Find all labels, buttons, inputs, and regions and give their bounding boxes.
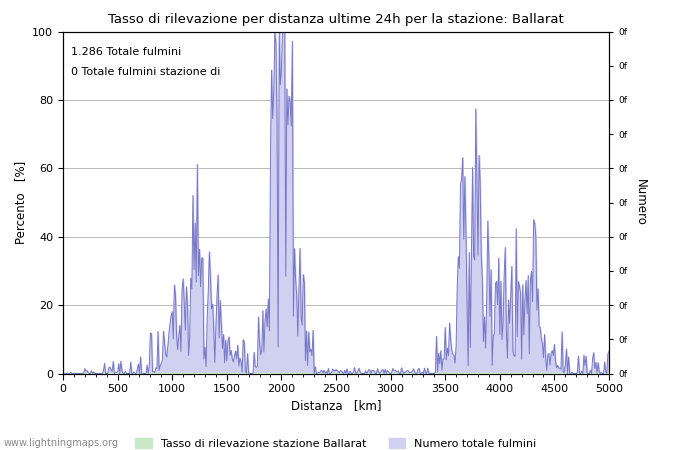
Text: www.lightningmaps.org: www.lightningmaps.org [4, 438, 118, 448]
Legend: Tasso di rilevazione stazione Ballarat, Numero totale fulmini: Tasso di rilevazione stazione Ballarat, … [131, 434, 541, 450]
Title: Tasso di rilevazione per distanza ultime 24h per la stazione: Ballarat: Tasso di rilevazione per distanza ultime… [108, 13, 564, 26]
Text: 0 Totale fulmini stazione di: 0 Totale fulmini stazione di [71, 68, 220, 77]
X-axis label: Distanza   [km]: Distanza [km] [290, 400, 382, 413]
Y-axis label: Numero: Numero [634, 179, 647, 226]
Text: 1.286 Totale fulmini: 1.286 Totale fulmini [71, 47, 181, 57]
Y-axis label: Percento   [%]: Percento [%] [14, 161, 27, 244]
